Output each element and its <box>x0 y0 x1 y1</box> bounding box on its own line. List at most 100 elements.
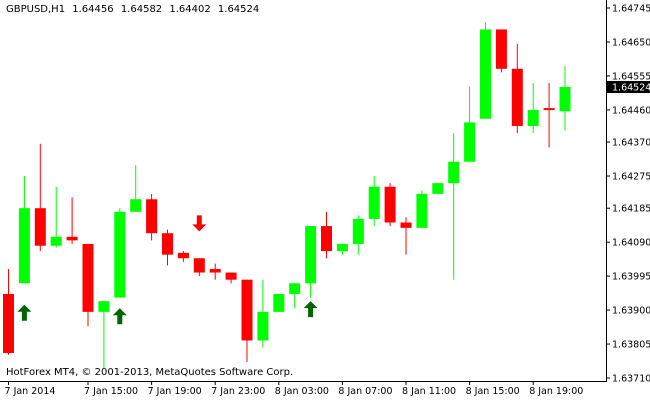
time-tick-label: 7 Jan 23:00 <box>211 386 265 397</box>
candle-body <box>162 233 173 255</box>
candle-body <box>3 293 14 353</box>
candle[interactable] <box>177 251 189 262</box>
ohlc-high: 1.64582 <box>120 4 163 15</box>
candle[interactable] <box>448 133 460 280</box>
candle[interactable] <box>130 165 142 212</box>
price-tick-label: 1.63805 <box>612 340 650 351</box>
price-tick-label: 1.64555 <box>612 71 650 82</box>
candle[interactable] <box>368 176 380 227</box>
price-tick-label: 1.64370 <box>612 138 650 149</box>
candle-body <box>98 301 110 312</box>
candle-body <box>18 208 30 284</box>
candle[interactable] <box>289 283 301 309</box>
ohlc-low: 1.64402 <box>169 4 211 15</box>
candle-body <box>400 222 412 228</box>
candle-body <box>511 68 523 126</box>
time-tick-label: 7 Jan 15:00 <box>84 386 138 397</box>
candle[interactable] <box>257 279 269 348</box>
candle-body <box>50 236 62 246</box>
candle-body <box>543 108 555 111</box>
candle-body <box>66 236 78 241</box>
candle[interactable] <box>273 293 285 312</box>
candle-body <box>480 29 491 119</box>
candle-body <box>289 283 301 294</box>
candle-body <box>241 279 253 341</box>
candle[interactable] <box>114 208 126 298</box>
candle[interactable] <box>18 176 30 284</box>
candle[interactable] <box>66 197 78 244</box>
candle[interactable] <box>3 268 14 355</box>
candle[interactable] <box>162 229 173 266</box>
candle[interactable] <box>480 22 491 119</box>
candle-body <box>448 161 460 184</box>
candle-body <box>114 211 126 298</box>
candle[interactable] <box>34 143 46 252</box>
price-tick-label: 1.64090 <box>612 238 650 249</box>
symbol-timeframe: GBPUSD,H1 <box>6 4 66 15</box>
candle[interactable] <box>82 243 94 327</box>
ohlc-open: 1.64456 <box>72 4 114 15</box>
candle[interactable] <box>305 226 317 298</box>
candle-body <box>495 29 507 69</box>
candle-body <box>82 243 94 312</box>
candle[interactable] <box>352 215 364 255</box>
time-tick-label: 8 Jan 15:00 <box>466 386 520 397</box>
candle[interactable] <box>193 258 205 277</box>
candle[interactable] <box>50 186 62 248</box>
candle[interactable] <box>321 211 332 259</box>
candle-body <box>193 258 205 273</box>
current-price-label: 1.64524 <box>612 83 650 94</box>
price-tick-label: 1.63900 <box>612 306 650 317</box>
price-tick-label: 1.64650 <box>612 37 650 48</box>
buy-signal-arrow-icon <box>112 308 127 325</box>
time-tick-label: 8 Jan 03:00 <box>275 386 329 397</box>
price-tick-label: 1.63995 <box>612 272 650 283</box>
time-tick-label: 8 Jan 19:00 <box>529 386 583 397</box>
candle[interactable] <box>527 83 539 134</box>
current-price-tag <box>607 81 650 94</box>
broker-copyright: HotForex MT4, © 2001-2013, MetaQuotes So… <box>6 367 294 378</box>
candle-body <box>209 268 221 273</box>
candle-body <box>368 186 380 219</box>
candle-body <box>384 186 396 223</box>
candle[interactable] <box>511 43 523 134</box>
price-tick-label: 1.64185 <box>612 204 650 215</box>
candle-body <box>146 199 158 234</box>
sell-signal-arrow-icon <box>192 215 207 232</box>
candle-body <box>321 226 332 252</box>
candle[interactable] <box>209 263 221 280</box>
candle-body <box>177 252 189 259</box>
candle[interactable] <box>225 272 237 284</box>
candle[interactable] <box>146 193 158 241</box>
time-tick-label: 8 Jan 07:00 <box>338 386 392 397</box>
candle[interactable] <box>416 190 428 228</box>
candle-body <box>352 218 364 244</box>
candle-body <box>464 122 476 162</box>
candle-body <box>257 311 269 341</box>
candle-body <box>559 87 571 112</box>
price-tick-label: 1.64275 <box>612 172 650 183</box>
candle[interactable] <box>384 183 396 227</box>
candle[interactable] <box>98 301 110 370</box>
candle-body <box>34 208 46 246</box>
candle[interactable] <box>543 83 555 148</box>
price-tick-label: 1.64460 <box>612 105 650 116</box>
candle[interactable] <box>432 183 444 194</box>
candle-body <box>130 199 142 212</box>
candle[interactable] <box>495 29 507 73</box>
candle-body <box>432 183 444 194</box>
candle-body <box>273 293 285 312</box>
candle[interactable] <box>336 243 348 255</box>
candle[interactable] <box>400 217 412 255</box>
candle[interactable] <box>464 86 476 162</box>
buy-signal-arrow-icon <box>17 304 32 321</box>
candle[interactable] <box>241 279 253 362</box>
time-tick-label: 7 Jan 19:00 <box>148 386 202 397</box>
candle-body <box>527 109 539 126</box>
candle-body <box>305 226 317 284</box>
candle-body <box>336 243 348 252</box>
candle-body <box>225 272 237 280</box>
candle[interactable] <box>559 66 571 131</box>
